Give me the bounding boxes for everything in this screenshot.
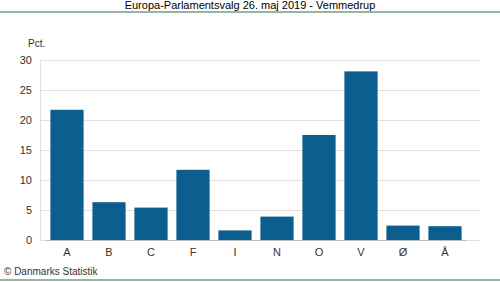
grid-line bbox=[40, 240, 480, 241]
x-tick: I bbox=[233, 240, 236, 258]
y-tick-label: 20 bbox=[20, 114, 32, 126]
chart: Europa-Parlamentsvalg 26. maj 2019 - Vem… bbox=[0, 0, 500, 282]
x-tick: N bbox=[273, 240, 281, 258]
x-tick: A bbox=[63, 240, 71, 258]
x-tick: O bbox=[315, 240, 324, 258]
y-tick-label: 5 bbox=[26, 204, 32, 216]
bars bbox=[50, 71, 461, 240]
x-tick-label: Å bbox=[441, 246, 449, 258]
grid bbox=[40, 61, 480, 241]
x-tick-label: A bbox=[63, 246, 71, 258]
grid-line bbox=[40, 120, 480, 121]
y-tick-label: 30 bbox=[20, 54, 32, 66]
x-tick-label: N bbox=[273, 246, 281, 258]
y-axis: 0 5 10 15 20 25 30 bbox=[20, 54, 41, 246]
x-tick: Å bbox=[441, 240, 449, 258]
y-tick: 0 bbox=[26, 234, 40, 246]
x-tick: B bbox=[105, 240, 112, 258]
x-tick-label: C bbox=[147, 246, 155, 258]
bar bbox=[92, 202, 125, 240]
x-tick-label: F bbox=[190, 246, 197, 258]
x-axis-line bbox=[47, 240, 467, 241]
y-tick: 10 bbox=[20, 174, 40, 186]
y-tick-label: 25 bbox=[20, 84, 32, 96]
x-tick: C bbox=[147, 240, 155, 258]
grid-line bbox=[40, 60, 480, 61]
y-tick-label: 10 bbox=[20, 174, 32, 186]
bar bbox=[218, 230, 251, 240]
bar bbox=[50, 110, 83, 240]
x-tick-label: I bbox=[233, 246, 236, 258]
y-tick: 5 bbox=[26, 204, 40, 216]
y-tick: 25 bbox=[20, 84, 40, 96]
y-tick-label: 0 bbox=[26, 234, 32, 246]
x-tick: Ø bbox=[399, 240, 408, 258]
bar bbox=[344, 71, 377, 240]
bar bbox=[386, 226, 419, 240]
y-tick: 30 bbox=[20, 54, 40, 66]
source: © Danmarks Statistik bbox=[4, 266, 99, 277]
x-tick: F bbox=[190, 240, 197, 258]
x-tick-label: B bbox=[105, 246, 112, 258]
bar bbox=[134, 208, 167, 240]
y-tick-label: 15 bbox=[20, 144, 32, 156]
y-tick: 15 bbox=[20, 144, 40, 156]
bar bbox=[302, 135, 335, 240]
grid-line bbox=[40, 90, 480, 91]
x-tick-label: V bbox=[357, 246, 365, 258]
header-rule bbox=[0, 12, 500, 13]
y-axis-label: Pct. bbox=[28, 38, 45, 49]
bar bbox=[260, 217, 293, 240]
bar bbox=[176, 170, 209, 240]
title: Europa-Parlamentsvalg 26. maj 2019 - Vem… bbox=[125, 0, 376, 11]
grid-line bbox=[40, 180, 480, 181]
y-tick: 20 bbox=[20, 114, 40, 126]
x-tick: V bbox=[357, 240, 365, 258]
x-tick-label: Ø bbox=[399, 246, 408, 258]
footer-rule bbox=[0, 280, 500, 281]
grid-line bbox=[40, 150, 480, 151]
x-axis: ABCFINOVØÅ bbox=[47, 240, 467, 258]
y-axis-line bbox=[40, 61, 41, 241]
bar bbox=[428, 226, 461, 240]
x-tick-label: O bbox=[315, 246, 324, 258]
